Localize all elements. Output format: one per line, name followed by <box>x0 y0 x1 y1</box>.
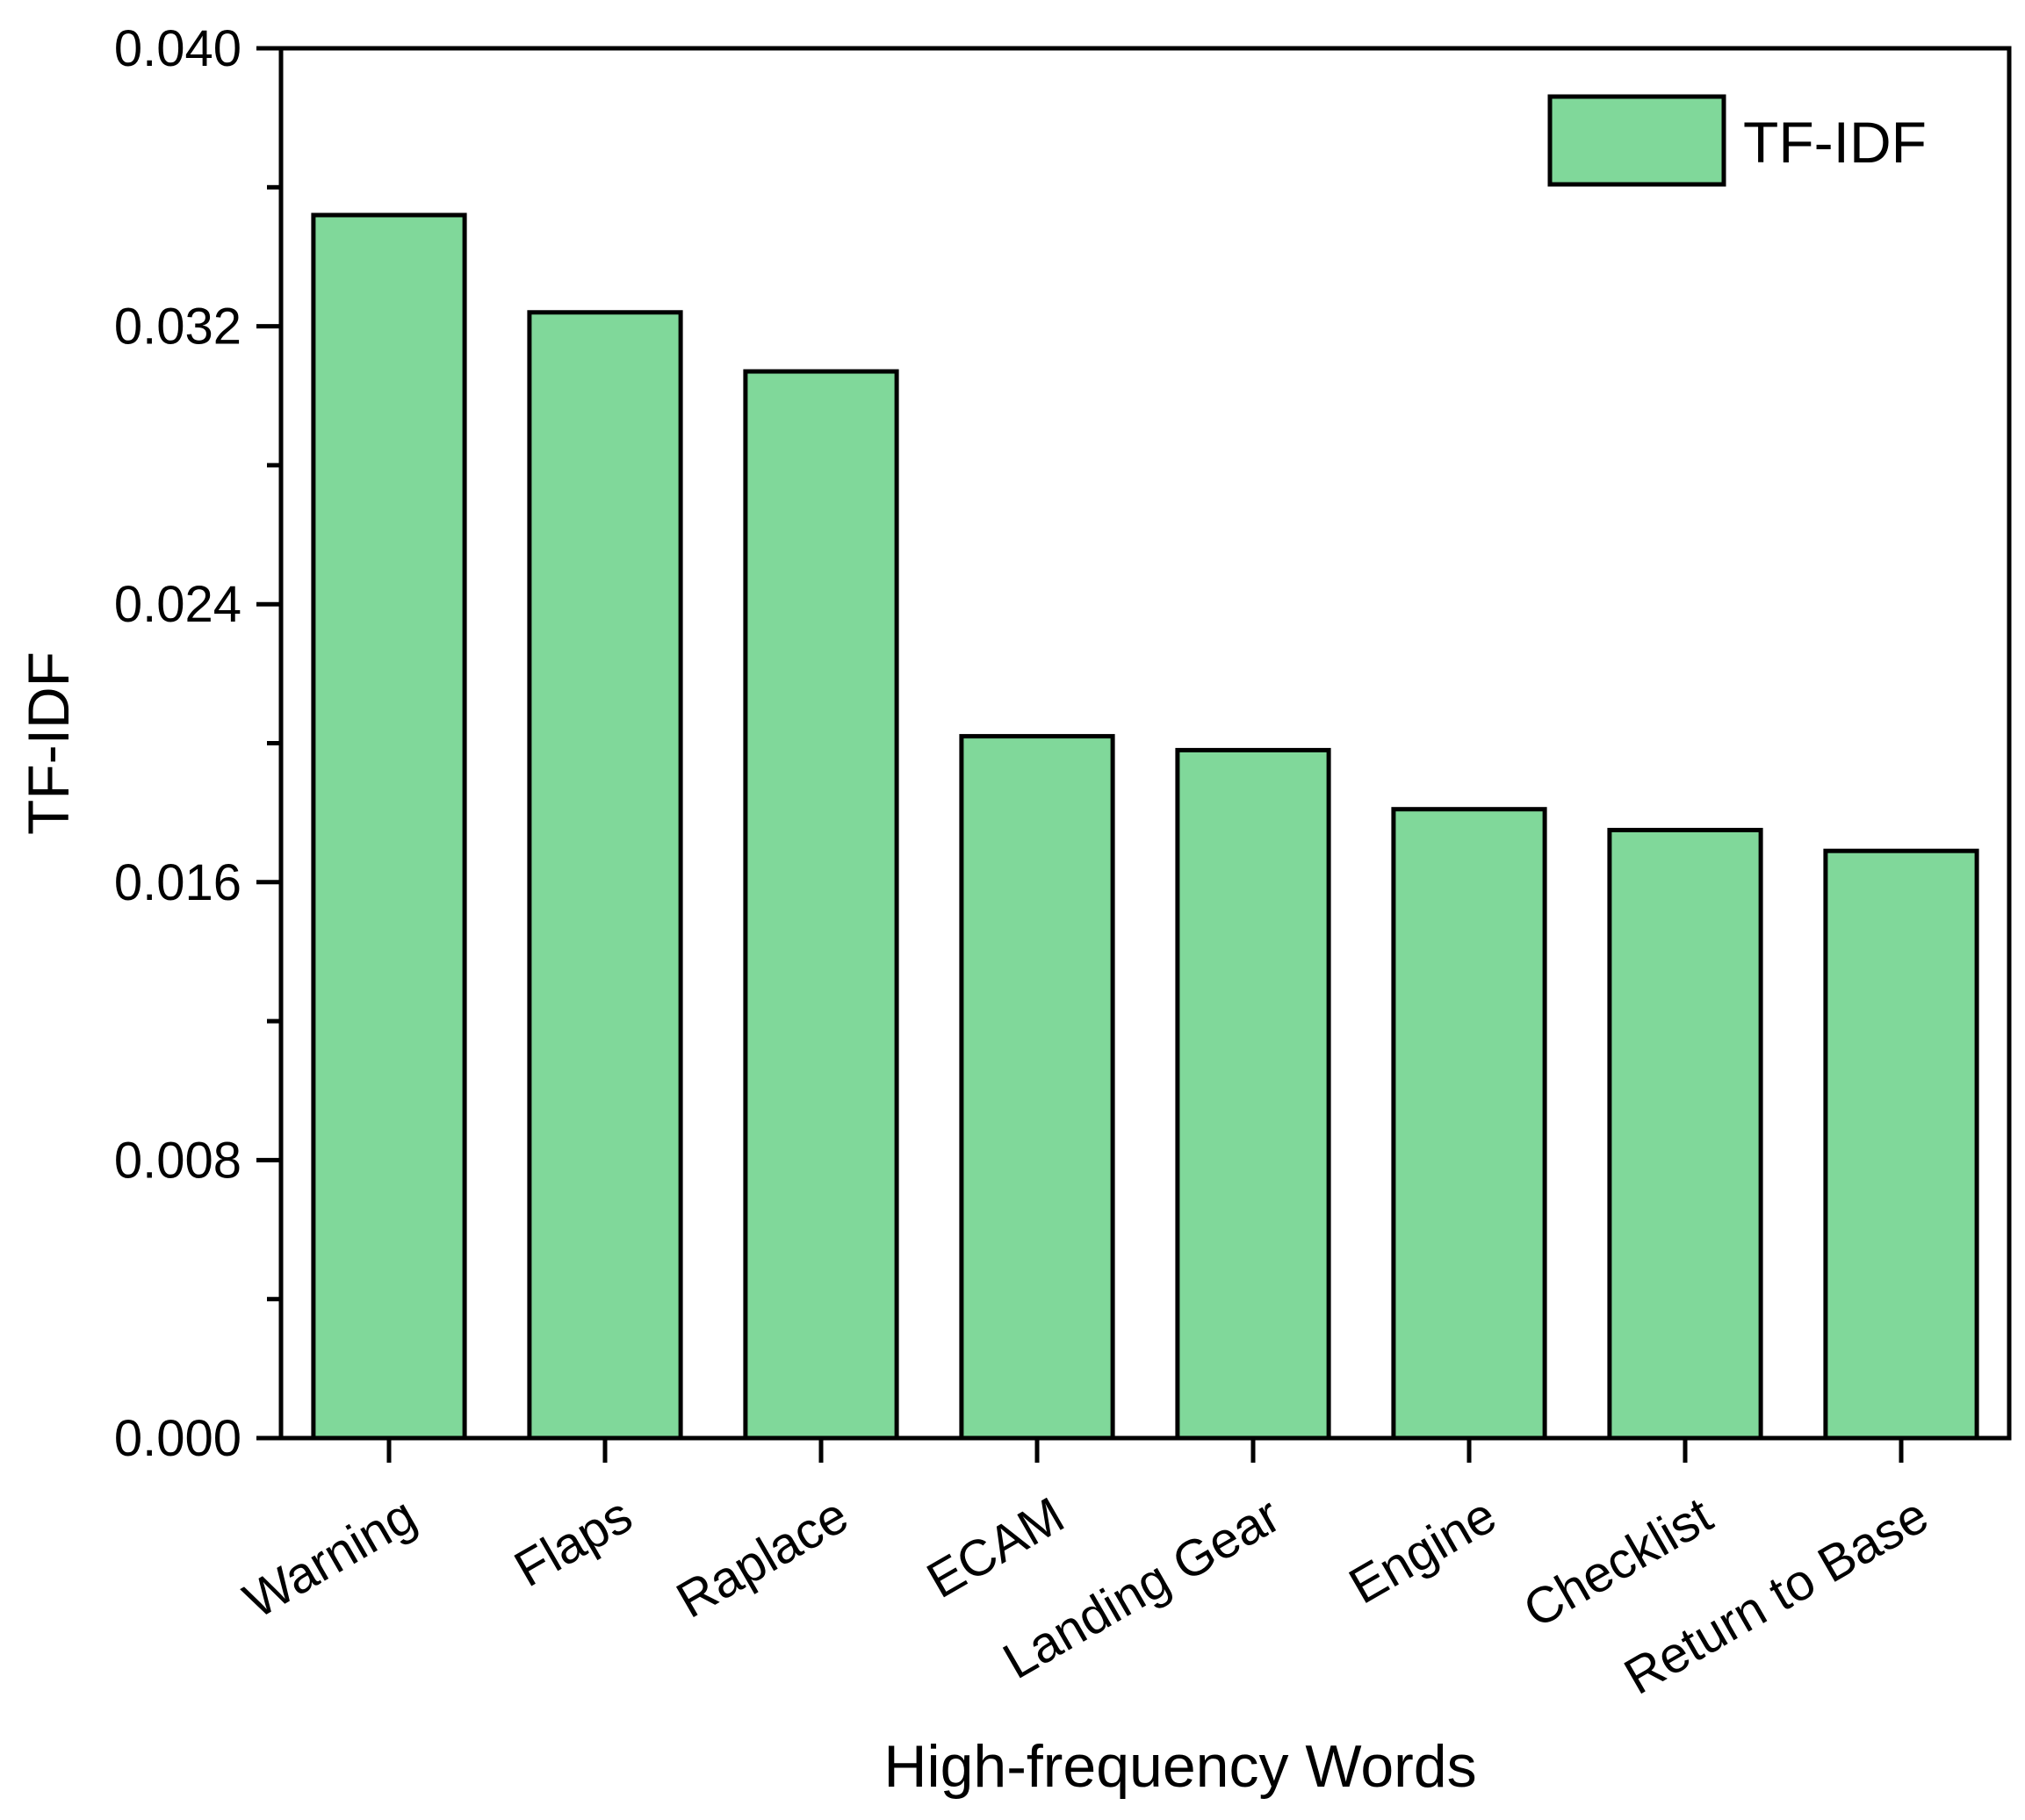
bar-checklist <box>1607 827 1763 1441</box>
bar-ecam <box>959 734 1115 1441</box>
legend: TF-IDF <box>1547 94 1927 187</box>
bar-engine <box>1391 807 1547 1441</box>
y-tick-label: 0.040 <box>114 20 241 77</box>
bar-return-to-base <box>1823 848 1979 1441</box>
y-tick-label: 0.024 <box>114 576 241 633</box>
y-axis: 0.000 0.008 0.016 0.024 0.032 0.040 <box>114 20 281 1467</box>
x-tick-label: Engine <box>1340 1486 1506 1615</box>
y-tick-label: 0.032 <box>114 299 241 356</box>
y-tick-label: 0.008 <box>114 1132 241 1189</box>
y-tick-label: 0.016 <box>114 854 241 911</box>
bar-warning <box>311 212 467 1441</box>
bars-group <box>311 212 1979 1441</box>
y-axis-title: TF-IDF <box>16 651 81 835</box>
legend-swatch <box>1547 94 1726 187</box>
bar-flaps <box>527 310 683 1441</box>
x-tick-label: Flaps <box>505 1486 641 1598</box>
y-tick-label: 0.000 <box>114 1410 241 1467</box>
x-tick-label: Raplace <box>667 1486 858 1629</box>
bar-landing-gear <box>1175 747 1331 1441</box>
x-tick-label: ECAM <box>918 1486 1074 1609</box>
legend-label: TF-IDF <box>1743 110 1927 175</box>
bar-raplace <box>743 369 899 1441</box>
x-tick-label: Warning <box>234 1486 426 1629</box>
x-axis-title: High-frequency Words <box>883 1733 1476 1800</box>
plot-frame <box>278 46 2012 1441</box>
